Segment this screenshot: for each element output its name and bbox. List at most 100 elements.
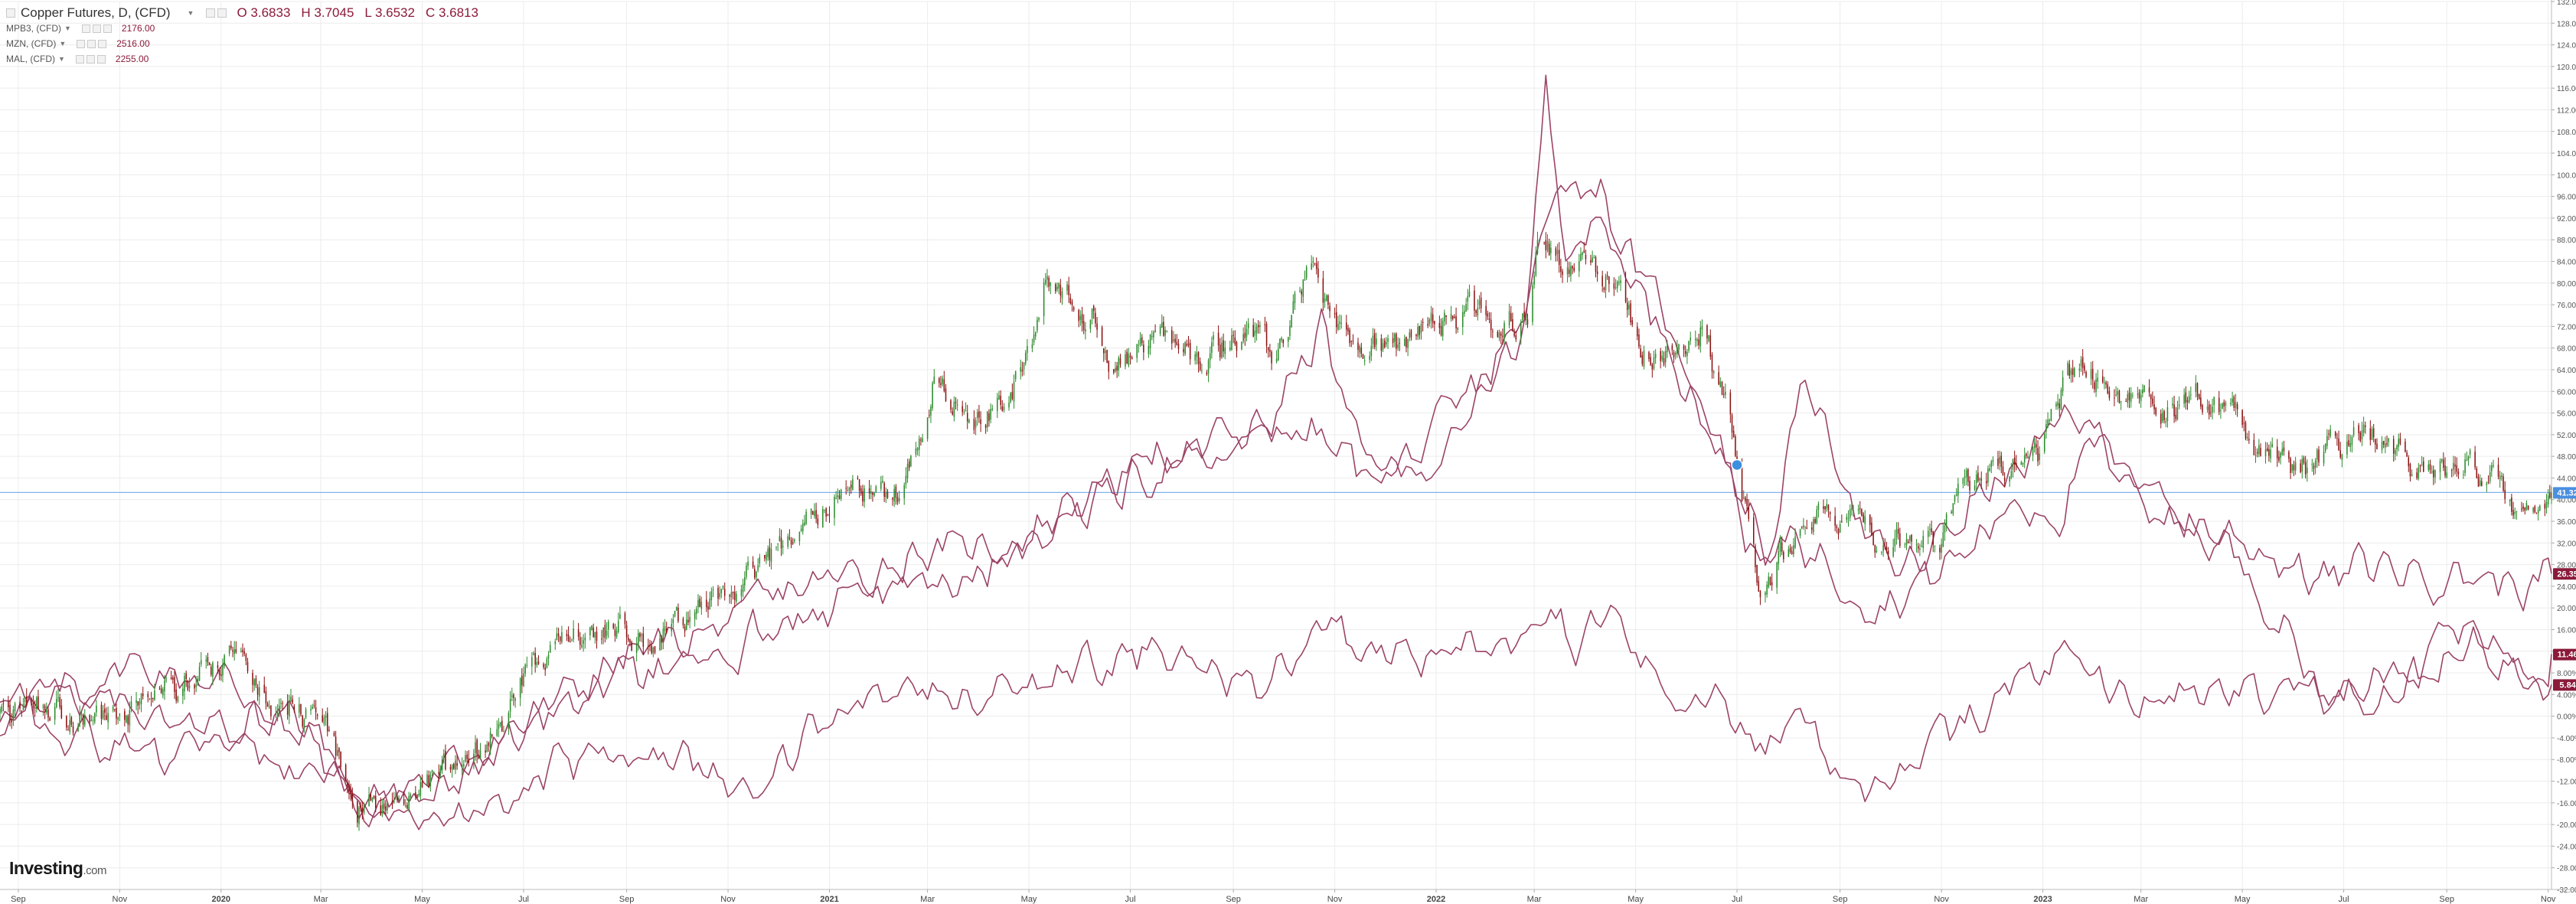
candle-body[interactable] bbox=[2132, 395, 2134, 397]
candle-body[interactable] bbox=[733, 592, 736, 600]
candle-body[interactable] bbox=[557, 633, 560, 637]
candle-body[interactable] bbox=[126, 715, 127, 723]
candle-body[interactable] bbox=[333, 733, 335, 736]
candle-body[interactable] bbox=[687, 619, 689, 623]
candle-body[interactable] bbox=[429, 775, 432, 787]
candle-body[interactable] bbox=[1722, 393, 1725, 395]
candle-body[interactable] bbox=[67, 729, 69, 731]
candle-body[interactable] bbox=[1092, 305, 1095, 312]
candle-body[interactable] bbox=[1699, 327, 1702, 347]
candle-body[interactable] bbox=[2493, 465, 2494, 467]
candle-body[interactable] bbox=[1929, 529, 1931, 530]
candle-body[interactable] bbox=[631, 641, 632, 651]
candle-body[interactable] bbox=[1846, 517, 1848, 521]
candle-body[interactable] bbox=[2311, 463, 2313, 465]
candle-body[interactable] bbox=[1091, 308, 1093, 318]
candle-body[interactable] bbox=[300, 703, 302, 715]
candle-body[interactable] bbox=[70, 717, 73, 725]
candle-body[interactable] bbox=[2349, 442, 2352, 448]
candle-body[interactable] bbox=[2049, 419, 2051, 421]
candle-body[interactable] bbox=[11, 720, 12, 723]
candle-body[interactable] bbox=[1931, 528, 1932, 532]
candle-body[interactable] bbox=[357, 801, 358, 823]
candle-body[interactable] bbox=[1445, 315, 1447, 318]
candle-body[interactable] bbox=[1793, 545, 1794, 555]
candle-body[interactable] bbox=[1069, 297, 1072, 304]
candle-body[interactable] bbox=[769, 547, 771, 560]
candle-body[interactable] bbox=[1671, 345, 1673, 351]
candle-body[interactable] bbox=[2474, 452, 2476, 468]
candle-body[interactable] bbox=[1357, 342, 1359, 351]
candle-body[interactable] bbox=[1265, 323, 1268, 346]
candle-body[interactable] bbox=[573, 628, 574, 640]
candle-body[interactable] bbox=[2423, 461, 2424, 472]
candle-body[interactable] bbox=[1073, 307, 1075, 310]
chevron-down-icon[interactable]: ▼ bbox=[59, 40, 67, 47]
candle-body[interactable] bbox=[730, 592, 733, 598]
candle-body[interactable] bbox=[1969, 481, 1970, 491]
candle-body[interactable] bbox=[451, 765, 453, 770]
candle-body[interactable] bbox=[2206, 406, 2209, 410]
candle-body[interactable] bbox=[868, 488, 870, 494]
candle-body[interactable] bbox=[1050, 282, 1052, 286]
candle-body[interactable] bbox=[659, 638, 661, 651]
candle-body[interactable] bbox=[1314, 263, 1316, 264]
candle-body[interactable] bbox=[533, 653, 534, 655]
candle-body[interactable] bbox=[2195, 383, 2197, 392]
candle-body[interactable] bbox=[2398, 439, 2399, 447]
candle-body[interactable] bbox=[2281, 449, 2284, 455]
settings-icon[interactable] bbox=[92, 24, 101, 33]
candle-body[interactable] bbox=[316, 714, 318, 716]
candle-body[interactable] bbox=[1849, 509, 1851, 518]
candle-body[interactable] bbox=[1640, 348, 1641, 357]
candle-body[interactable] bbox=[418, 793, 420, 796]
candle-body[interactable] bbox=[2334, 432, 2336, 436]
candle-body[interactable] bbox=[1013, 381, 1015, 402]
candle-body[interactable] bbox=[850, 485, 852, 488]
candle-body[interactable] bbox=[80, 711, 83, 713]
candle-body[interactable] bbox=[326, 713, 328, 732]
candle-body[interactable] bbox=[1653, 357, 1655, 369]
candle-body[interactable] bbox=[664, 626, 666, 631]
candle-body[interactable] bbox=[1709, 335, 1712, 357]
candle-body[interactable] bbox=[619, 614, 621, 618]
candle-body[interactable] bbox=[498, 723, 500, 729]
candle-body[interactable] bbox=[1325, 295, 1327, 301]
candle-body[interactable] bbox=[2094, 382, 2095, 390]
candle-body[interactable] bbox=[1393, 334, 1396, 342]
candle-body[interactable] bbox=[1985, 481, 1987, 484]
candle-body[interactable] bbox=[1887, 550, 1889, 555]
candle-body[interactable] bbox=[1475, 310, 1477, 313]
candle-body[interactable] bbox=[1128, 354, 1130, 366]
candle-body[interactable] bbox=[150, 697, 152, 699]
candle-body[interactable] bbox=[2208, 404, 2210, 415]
candle-body[interactable] bbox=[940, 383, 942, 386]
candle-body[interactable] bbox=[31, 703, 33, 705]
candle-body[interactable] bbox=[661, 638, 662, 643]
candle-body[interactable] bbox=[1719, 381, 1722, 387]
candle-body[interactable] bbox=[2427, 464, 2430, 470]
candle-body[interactable] bbox=[1794, 536, 1796, 548]
candle-body[interactable] bbox=[1776, 562, 1778, 588]
candle-body[interactable] bbox=[950, 400, 952, 410]
candle-body[interactable] bbox=[1631, 320, 1634, 325]
candle-body[interactable] bbox=[1810, 527, 1813, 530]
candle-body[interactable] bbox=[1340, 323, 1343, 325]
candle-body[interactable] bbox=[1404, 338, 1406, 347]
close-icon[interactable] bbox=[98, 39, 107, 48]
candle-body[interactable] bbox=[1712, 370, 1715, 374]
candle-body[interactable] bbox=[2068, 364, 2071, 377]
candle-body[interactable] bbox=[256, 687, 259, 695]
candle-body[interactable] bbox=[1095, 312, 1096, 324]
candle-body[interactable] bbox=[602, 627, 604, 638]
candle-body[interactable] bbox=[547, 654, 550, 659]
candle-body[interactable] bbox=[1513, 332, 1515, 336]
candle-body[interactable] bbox=[945, 388, 947, 402]
candle-body[interactable] bbox=[2476, 468, 2478, 478]
candle-body[interactable] bbox=[1259, 325, 1261, 328]
candle-body[interactable] bbox=[810, 508, 812, 514]
candle-body[interactable] bbox=[2386, 442, 2388, 445]
candle-body[interactable] bbox=[838, 495, 841, 499]
candle-body[interactable] bbox=[973, 419, 975, 430]
candle-body[interactable] bbox=[358, 808, 360, 824]
